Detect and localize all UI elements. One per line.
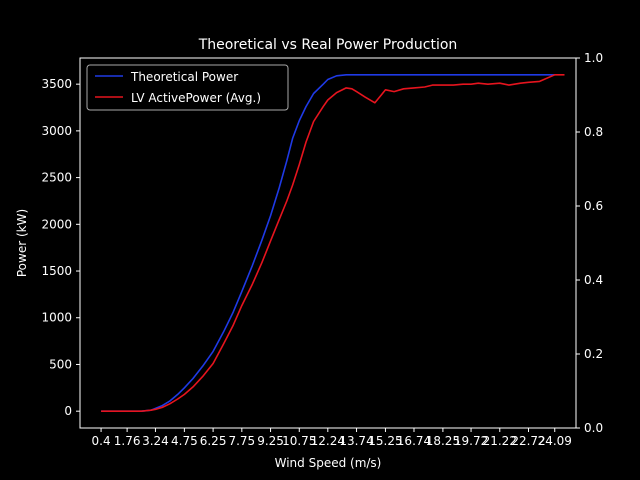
- y-tick-label: 500: [49, 357, 72, 371]
- x-tick-label: 22.72: [511, 434, 545, 448]
- y2-tick-label: 0.4: [584, 273, 603, 287]
- x-tick-label: 4.75: [171, 434, 198, 448]
- x-tick-label: 19.72: [454, 434, 488, 448]
- legend-label-theoretical: Theoretical Power: [130, 70, 238, 84]
- x-tick-label: 0.4: [92, 434, 111, 448]
- x-tick-label: 3.24: [142, 434, 169, 448]
- x-tick-label: 24.09: [538, 434, 572, 448]
- chart-title: Theoretical vs Real Power Production: [198, 37, 458, 53]
- series-line-1: [101, 74, 565, 413]
- y2-tick-label: 1.0: [584, 51, 603, 65]
- y-tick-label: 0: [64, 404, 72, 418]
- x-tick-label: 12.24: [311, 434, 345, 448]
- x-axis-label: Wind Speed (m/s): [275, 456, 382, 470]
- y2-tick-label: 0.6: [584, 199, 603, 213]
- x-tick-label: 15.25: [368, 434, 402, 448]
- y-axis-label: Power (kW): [15, 209, 29, 277]
- x-tick-label: 18.25: [426, 434, 460, 448]
- secondary-y-axis: 0.0 0.2 0.4 0.6 0.8 1.0: [576, 51, 603, 435]
- x-tick-label: 13.74: [339, 434, 373, 448]
- legend-box: [86, 64, 289, 111]
- y2-tick-label: 0.8: [584, 125, 603, 139]
- x-tick-label: 1.76: [114, 434, 141, 448]
- legend: Theoretical Power LV ActivePower (Avg.): [86, 64, 289, 111]
- x-tick-label: 6.25: [200, 434, 227, 448]
- x-tick-label: 21.22: [483, 434, 517, 448]
- y-tick-label: 1000: [41, 311, 72, 325]
- y2-tick-label: 0.0: [584, 421, 603, 435]
- y-tick-label: 2500: [41, 171, 72, 185]
- x-tick-label: 7.75: [228, 434, 255, 448]
- x-axis: 0.4 1.76 3.24 4.75 6.25 7.75 9.2510.7512.2413.…: [92, 428, 572, 448]
- series-line-0: [101, 74, 555, 413]
- x-tick-label: 9.25: [257, 434, 284, 448]
- y2-tick-label: 0.2: [584, 347, 603, 361]
- plot-area: [101, 74, 565, 413]
- y-tick-label: 3500: [41, 77, 72, 91]
- y-tick-label: 1500: [41, 264, 72, 278]
- y-tick-label: 3000: [41, 124, 72, 138]
- legend-label-actual: LV ActivePower (Avg.): [131, 91, 261, 105]
- x-tick-label: 10.75: [282, 434, 316, 448]
- x-tick-label: 16.74: [397, 434, 431, 448]
- y-axis: 0 500 1000 1500 2000 2500 3000 3500: [41, 77, 80, 418]
- y-tick-label: 2000: [41, 217, 72, 231]
